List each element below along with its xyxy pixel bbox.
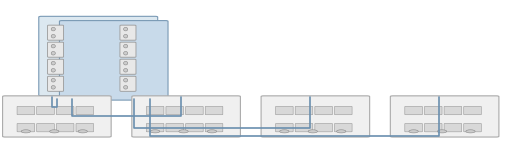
Ellipse shape bbox=[150, 130, 160, 133]
FancyBboxPatch shape bbox=[132, 96, 240, 137]
FancyBboxPatch shape bbox=[186, 123, 203, 132]
FancyBboxPatch shape bbox=[76, 106, 94, 115]
FancyBboxPatch shape bbox=[464, 123, 481, 132]
FancyBboxPatch shape bbox=[464, 106, 481, 115]
FancyBboxPatch shape bbox=[334, 123, 352, 132]
FancyBboxPatch shape bbox=[146, 123, 164, 132]
Ellipse shape bbox=[124, 35, 128, 38]
Ellipse shape bbox=[51, 61, 55, 65]
FancyBboxPatch shape bbox=[17, 123, 35, 132]
FancyBboxPatch shape bbox=[56, 123, 74, 132]
Ellipse shape bbox=[337, 130, 346, 133]
Ellipse shape bbox=[51, 44, 55, 48]
FancyBboxPatch shape bbox=[276, 123, 293, 132]
FancyBboxPatch shape bbox=[315, 123, 332, 132]
FancyBboxPatch shape bbox=[166, 123, 184, 132]
Ellipse shape bbox=[124, 79, 128, 82]
FancyBboxPatch shape bbox=[48, 59, 64, 74]
Ellipse shape bbox=[51, 35, 55, 38]
Ellipse shape bbox=[124, 27, 128, 31]
Ellipse shape bbox=[124, 61, 128, 65]
FancyBboxPatch shape bbox=[39, 16, 158, 96]
FancyBboxPatch shape bbox=[120, 59, 136, 74]
FancyBboxPatch shape bbox=[424, 123, 442, 132]
FancyBboxPatch shape bbox=[37, 123, 54, 132]
Ellipse shape bbox=[51, 69, 55, 72]
Ellipse shape bbox=[124, 44, 128, 48]
Ellipse shape bbox=[466, 130, 475, 133]
FancyBboxPatch shape bbox=[315, 106, 332, 115]
Ellipse shape bbox=[21, 130, 31, 133]
FancyBboxPatch shape bbox=[205, 106, 223, 115]
FancyBboxPatch shape bbox=[48, 25, 64, 40]
Ellipse shape bbox=[51, 27, 55, 31]
FancyBboxPatch shape bbox=[48, 76, 64, 91]
FancyBboxPatch shape bbox=[205, 123, 223, 132]
FancyBboxPatch shape bbox=[276, 106, 293, 115]
FancyBboxPatch shape bbox=[120, 25, 136, 40]
FancyBboxPatch shape bbox=[48, 42, 64, 57]
FancyBboxPatch shape bbox=[424, 106, 442, 115]
FancyBboxPatch shape bbox=[37, 106, 54, 115]
Ellipse shape bbox=[308, 130, 317, 133]
Ellipse shape bbox=[50, 130, 59, 133]
FancyBboxPatch shape bbox=[405, 123, 422, 132]
FancyBboxPatch shape bbox=[261, 96, 370, 137]
FancyBboxPatch shape bbox=[444, 106, 462, 115]
FancyBboxPatch shape bbox=[186, 106, 203, 115]
FancyBboxPatch shape bbox=[59, 21, 168, 100]
Ellipse shape bbox=[124, 85, 128, 89]
Ellipse shape bbox=[437, 130, 447, 133]
Ellipse shape bbox=[51, 85, 55, 89]
FancyBboxPatch shape bbox=[120, 76, 136, 91]
Ellipse shape bbox=[124, 52, 128, 55]
Ellipse shape bbox=[280, 130, 289, 133]
FancyBboxPatch shape bbox=[3, 96, 111, 137]
FancyBboxPatch shape bbox=[334, 106, 352, 115]
Ellipse shape bbox=[409, 130, 418, 133]
FancyBboxPatch shape bbox=[56, 106, 74, 115]
FancyBboxPatch shape bbox=[444, 123, 462, 132]
FancyBboxPatch shape bbox=[17, 106, 35, 115]
FancyBboxPatch shape bbox=[295, 106, 313, 115]
FancyBboxPatch shape bbox=[295, 123, 313, 132]
Ellipse shape bbox=[51, 52, 55, 55]
Ellipse shape bbox=[179, 130, 188, 133]
FancyBboxPatch shape bbox=[390, 96, 499, 137]
Ellipse shape bbox=[51, 79, 55, 82]
FancyBboxPatch shape bbox=[166, 106, 184, 115]
Ellipse shape bbox=[207, 130, 217, 133]
Ellipse shape bbox=[78, 130, 87, 133]
FancyBboxPatch shape bbox=[76, 123, 94, 132]
FancyBboxPatch shape bbox=[146, 106, 164, 115]
FancyBboxPatch shape bbox=[405, 106, 422, 115]
FancyBboxPatch shape bbox=[120, 42, 136, 57]
Ellipse shape bbox=[124, 69, 128, 72]
